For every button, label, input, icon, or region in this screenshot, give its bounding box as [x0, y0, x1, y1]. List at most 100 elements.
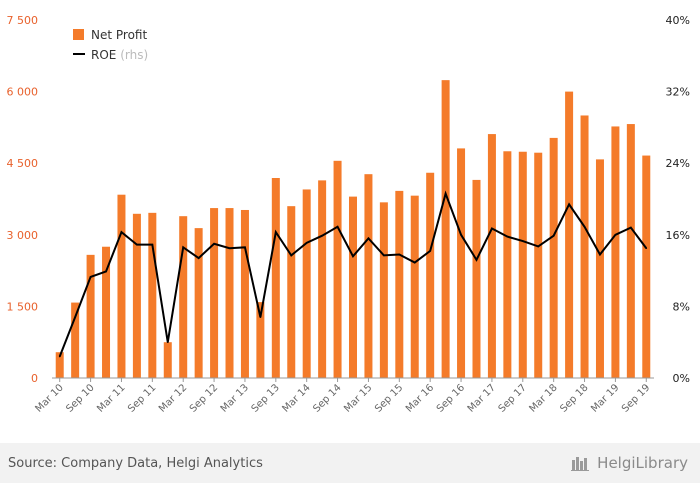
bar-sep-10: [86, 254, 95, 378]
bar-dec-15: [410, 195, 419, 378]
roe-point-jun-15: [383, 254, 385, 257]
roe-point-sep-19: [645, 247, 648, 250]
roe-point-jun-12: [197, 257, 200, 259]
bar-dec-18: [595, 159, 604, 378]
x-tick-label: Sep 11: [126, 382, 158, 414]
bar-sep-12: [210, 208, 219, 378]
roe-point-jun-16: [444, 192, 447, 195]
roe-point-jun-19: [630, 226, 632, 229]
roe-point-dec-13: [290, 254, 293, 257]
right-tick-label: 16%: [666, 229, 690, 242]
bar-dec-12: [225, 208, 234, 378]
bar-jun-16: [441, 80, 450, 378]
bar-jun-18: [565, 91, 574, 378]
right-tick-label: 40%: [666, 14, 690, 27]
roe-point-mar-18: [552, 234, 555, 237]
x-tick-label: Mar 17: [466, 382, 498, 414]
bar-mar-17: [487, 134, 496, 378]
bar-dec-10: [102, 246, 111, 378]
right-axis-ticks: 0% 8% 16% 24% 32% 40%: [666, 14, 690, 385]
roe-point-sep-10: [89, 276, 92, 278]
roe-point-mar-16: [429, 250, 431, 252]
roe-point-sep-18: [583, 225, 586, 228]
roe-point-mar-12: [182, 246, 185, 249]
bar-mar-10: [55, 352, 64, 378]
bar-sep-11: [148, 212, 157, 378]
bar-jun-12: [194, 228, 203, 378]
roe-point-jun-18: [568, 203, 570, 206]
roe-point-sep-14: [336, 225, 339, 228]
x-tick-label: Sep 19: [620, 382, 652, 414]
line-series-roe: [58, 190, 648, 358]
roe-point-mar-13: [244, 246, 246, 249]
left-axis-ticks: 0 1 500 3 000 4 500 6 000 7 500: [7, 14, 39, 385]
roe-point-mar-11: [120, 231, 123, 233]
bar-sep-19: [642, 155, 651, 378]
legend-label-roe: ROE (rhs): [91, 48, 148, 62]
legend-swatch-net-profit: [73, 29, 84, 40]
x-tick-label: Sep 16: [435, 382, 467, 414]
roe-point-dec-12: [228, 247, 231, 250]
roe-point-mar-14: [305, 242, 308, 244]
x-tick-label: Sep 18: [558, 382, 590, 414]
x-tick-label: Mar 11: [95, 382, 127, 414]
left-tick-label: 1 500: [7, 300, 39, 313]
roe-point-dec-10: [105, 270, 107, 273]
roe-point-sep-13: [275, 231, 277, 233]
bar-dec-17: [534, 152, 543, 378]
footer: Source: Company Data, Helgi Analytics He…: [0, 443, 700, 483]
right-tick-label: 32%: [666, 86, 690, 99]
bar-sep-18: [580, 115, 589, 378]
roe-point-sep-16: [460, 234, 462, 236]
bar-sep-14: [333, 160, 342, 378]
x-tick-label: Mar 19: [589, 382, 621, 414]
roe-point-dec-14: [352, 255, 354, 258]
x-tick-label: Sep 13: [250, 382, 282, 414]
bar-jun-13: [256, 302, 265, 378]
x-tick-label: Mar 16: [404, 382, 436, 414]
bar-dec-14: [349, 196, 357, 378]
legend-label-roe-name: ROE: [91, 48, 116, 62]
roe-point-mar-10: [58, 355, 61, 358]
x-tick-label: Mar 18: [527, 382, 559, 414]
roe-point-jun-11: [136, 243, 138, 246]
legend-label-net-profit: Net Profit: [91, 28, 147, 42]
bar-sep-17: [518, 151, 527, 378]
roe-point-sep-17: [521, 240, 524, 242]
roe-point-mar-19: [614, 234, 617, 236]
legend-label-roe-suffix: (rhs): [120, 48, 148, 62]
bar-dec-16: [472, 179, 481, 378]
x-tick-label: Mar 13: [219, 382, 251, 414]
x-tick-label: Sep 12: [188, 382, 220, 414]
roe-point-jun-10: [74, 316, 76, 318]
bar-jun-17: [503, 151, 512, 378]
legend: Net Profit ROE (rhs): [73, 28, 148, 62]
roe-point-dec-17: [537, 245, 540, 248]
left-tick-label: 7 500: [7, 14, 39, 27]
left-tick-label: 3 000: [7, 229, 39, 242]
bar-dec-11: [163, 342, 172, 378]
roe-point-sep-11: [151, 243, 154, 246]
roe-point-dec-11: [166, 341, 169, 344]
roe-point-jun-17: [506, 235, 509, 238]
x-tick-label: Sep 14: [311, 382, 343, 414]
bar-jun-11: [132, 213, 141, 378]
left-tick-label: 4 500: [7, 157, 39, 170]
roe-point-dec-15: [413, 261, 416, 264]
bar-jun-14: [318, 180, 327, 378]
x-tick-label: Mar 15: [342, 382, 374, 414]
roe-point-jun-13: [259, 316, 262, 318]
roe-point-dec-16: [475, 259, 478, 261]
brand-logo: HelgiLibrary: [571, 454, 688, 472]
roe-point-sep-12: [213, 242, 215, 245]
x-tick-label: Mar 12: [157, 382, 189, 414]
bar-series-net-profit: [55, 80, 651, 378]
right-tick-label: 8%: [673, 300, 690, 313]
brand-name: HelgiLibrary: [597, 454, 688, 472]
library-icon: [571, 457, 590, 471]
bar-mar-15: [364, 174, 373, 378]
bar-sep-13: [271, 178, 280, 378]
bar-mar-11: [117, 194, 126, 378]
